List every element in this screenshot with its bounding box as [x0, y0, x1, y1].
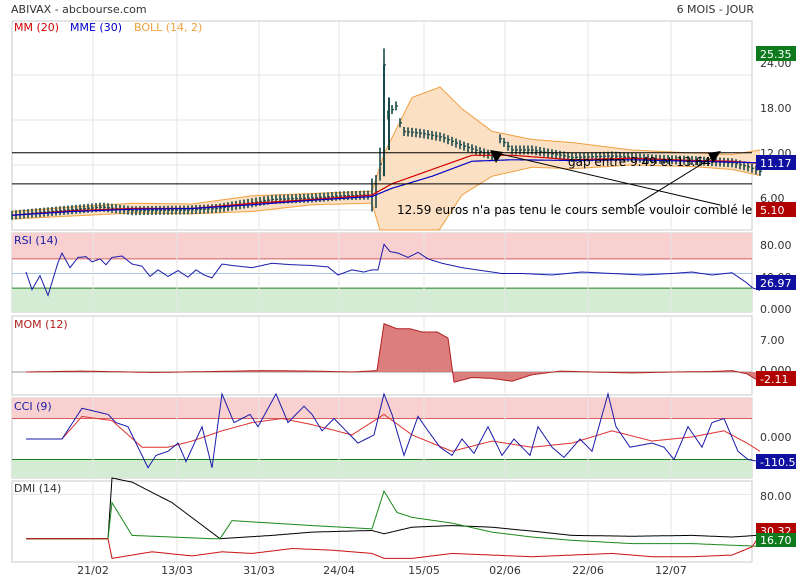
bollinger-band-fill: [12, 87, 760, 230]
mme30-line: [11, 159, 761, 216]
mom-tick-7: 7.00: [760, 334, 785, 347]
rsi-tick-0: 0.000: [760, 303, 792, 316]
annotation-arrow-left-line: [491, 151, 721, 206]
price-low-tag-text: 5.10: [760, 204, 785, 217]
legend-mm: MM (20): [14, 21, 59, 34]
chart-period: 6 MOIS - JOUR: [677, 3, 755, 16]
x-label-15-05: 15/05: [408, 564, 440, 577]
rsi-line: [25, 243, 761, 297]
dmi-adx-line: [26, 477, 761, 540]
dmi-pos-tag: [756, 533, 796, 547]
price-high-tag-text: 25.35: [760, 48, 792, 61]
dmi-plus-line: [26, 489, 760, 547]
annotation-arrow-left-head: [490, 150, 503, 163]
x-label-21-02: 21/02: [77, 564, 109, 577]
cci-label: CCI (9): [14, 400, 52, 413]
annotation-gap-fill: 12.59 euros n'a pas tenu le cours semble…: [397, 203, 779, 217]
dmi-label: DMI (14): [14, 482, 61, 495]
price-last-tag-text: 11.17: [760, 157, 792, 170]
mom-label: MOM (12): [14, 318, 68, 331]
cci-upper-zone: [12, 398, 752, 419]
chart-source-title: ABIVAX - abcbourse.com: [11, 3, 147, 16]
rsi-overbought-zone: [12, 233, 752, 259]
x-label-31-03: 31/03: [243, 564, 275, 577]
x-label-12-07: 12/07: [655, 564, 687, 577]
x-label-24-04: 24/04: [323, 564, 355, 577]
dmi-tick-80: 80.00: [760, 490, 792, 503]
price-tick-18: 18.00: [760, 102, 792, 115]
dmi-minus-line: [26, 534, 761, 559]
price-high-tag: [756, 46, 796, 61]
x-label-02-06: 02/06: [489, 564, 521, 577]
cci-lower-zone: [12, 459, 752, 478]
price-tick-6: 6.00: [760, 192, 785, 205]
rsi-label: RSI (14): [14, 234, 58, 247]
cci-signal-line: [26, 413, 761, 452]
mom-line: [26, 323, 761, 383]
dmi-pos-tag-text: 16.70: [760, 534, 792, 547]
cci-tag: [756, 454, 796, 469]
price-last-tag: [756, 155, 796, 170]
mom-tag-text: -2.11: [760, 373, 788, 386]
cci-tick-0: 0.000: [760, 431, 792, 444]
x-label-13-03: 13/03: [161, 564, 193, 577]
legend-mme: MME (30): [70, 21, 122, 34]
cci-tag-text: -110.5: [760, 456, 795, 469]
mom-area: [26, 323, 760, 383]
x-label-22-06: 22/06: [572, 564, 604, 577]
annotation-arrow-right-line: [633, 153, 719, 207]
rsi-tag-text: 26.97: [760, 277, 792, 290]
chart-panels: [11, 20, 762, 563]
annotation-gap: gap entre 9.49 et 13.64: [568, 155, 711, 169]
bollinger-upper-line: [11, 86, 761, 212]
price-low-tag: [756, 202, 796, 217]
legend-boll: BOLL (14, 2): [134, 21, 202, 34]
mom-tag: [756, 371, 796, 386]
mm20-line: [11, 154, 761, 216]
rsi-tag: [756, 275, 796, 290]
rsi-tick-80: 80.00: [760, 239, 792, 252]
annotation-arrow-right-head: [708, 151, 721, 163]
cci-line: [26, 391, 761, 469]
rsi-oversold-zone: [12, 288, 752, 312]
